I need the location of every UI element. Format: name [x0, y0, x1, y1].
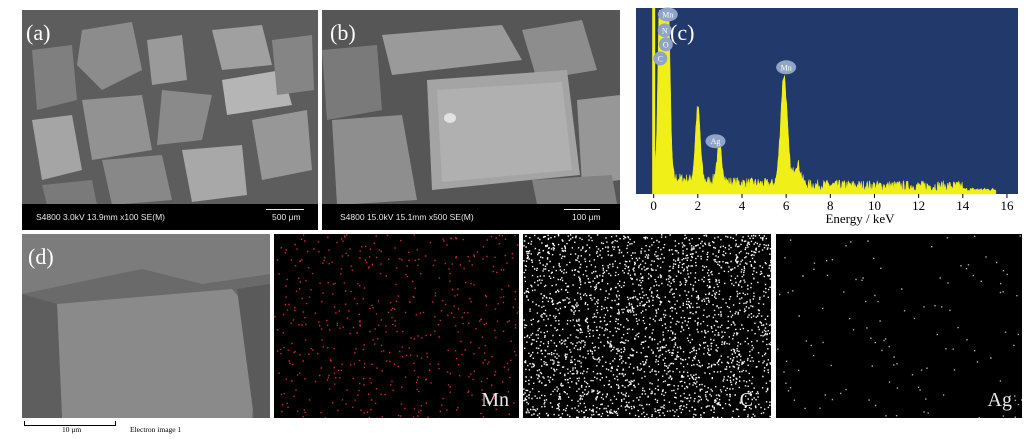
sem-image-a-particles: [22, 10, 318, 230]
scale-bar-label-a: 500 μm: [272, 212, 301, 222]
spectrum-layer: [652, 7, 997, 195]
sem-image-a: (a) S4800 3.0kV 13.9mm x100 SE(M) 500 μm: [22, 10, 318, 230]
element-map-ag: Ag: [776, 234, 1022, 418]
element-map-dots: [523, 234, 771, 418]
sem-info-text-b: S4800 15.0kV 15.1mm x500 SE(M): [340, 212, 474, 222]
element-map-label-mn: Mn: [481, 389, 509, 411]
peak-label-badge: [657, 23, 672, 38]
panel-label-a: (a): [26, 20, 51, 45]
element-map-dots: [777, 235, 1022, 418]
x-axis-ticks: 0 2 4 6 8 10 12 14 16: [650, 194, 1014, 213]
eds-spectrum-chart: 0 2 4 6 8 10 12 14 16 Mn N O C Ag Mn Energy / keV (c): [630, 0, 1030, 232]
x-tick-label: 6: [783, 198, 790, 213]
scale-bar-label-b: 100 μm: [572, 212, 601, 222]
element-map-mn: Mn: [274, 234, 519, 418]
peak-label-text: N: [662, 26, 668, 35]
peak-label-badge: [653, 51, 668, 66]
spectrum-series: [654, 7, 997, 195]
panel-label-b: (b): [330, 20, 356, 45]
electron-image-d-surface: [22, 234, 270, 418]
x-axis-title: Energy / keV: [825, 211, 895, 226]
panel-label-c: (c): [670, 20, 695, 45]
x-tick-label: 0: [650, 198, 657, 213]
peak-label-text: C: [658, 54, 663, 63]
peak-label-text: O: [663, 40, 669, 49]
x-tick-label: 2: [695, 198, 702, 213]
peak-label-badge: [658, 37, 673, 52]
peak-label-badge: [705, 134, 726, 149]
electron-image-caption: Electron image 1: [130, 425, 182, 434]
x-tick-label: 8: [827, 198, 834, 213]
electron-image-d: (d): [22, 234, 270, 418]
peak-labels: Mn NOC Ag Mn: [653, 7, 797, 149]
element-map-ag-dots: [777, 235, 1022, 418]
peak-label-text: Mn: [662, 10, 673, 19]
element-map-c: C: [523, 234, 771, 418]
sem-info-bar-b: S4800 15.0kV 15.1mm x500 SE(M) 100 μm: [322, 204, 620, 230]
peak-label-badge: [776, 60, 797, 75]
x-tick-label: 4: [739, 198, 746, 213]
peak-label-text: Mn: [781, 63, 792, 72]
sem-image-b: (b) S4800 15.0kV 15.1mm x500 SE(M) 100 μ…: [322, 10, 620, 230]
element-map-label-ag: Ag: [987, 389, 1012, 411]
element-map-c-dots: [523, 234, 771, 418]
scale-bar-label-d: 10 μm: [62, 425, 82, 434]
eds-spectrum-svg: 0 2 4 6 8 10 12 14 16 Mn NOC Ag Mn Energy / keV: [636, 7, 1018, 226]
zero-energy-line: [652, 8, 656, 194]
scale-bar-d: [24, 421, 116, 426]
element-map-label-c: C: [739, 389, 753, 411]
x-tick-label: 12: [912, 198, 925, 213]
sem-info-text-a: S4800 3.0kV 13.9mm x100 SE(M): [36, 212, 165, 222]
peak-label-badge: [657, 7, 678, 22]
x-tick-label: 16: [1000, 198, 1014, 213]
panel-label-d: (d): [28, 244, 54, 269]
sem-image-b-particles: [322, 10, 620, 230]
sem-info-bar-a: S4800 3.0kV 13.9mm x100 SE(M) 500 μm: [22, 204, 318, 230]
x-tick-label: 14: [956, 198, 970, 213]
scale-bar-line-b: [564, 209, 600, 210]
x-tick-label: 10: [868, 198, 881, 213]
peak-label-text: Ag: [711, 137, 721, 146]
scale-bar-line-a: [266, 209, 304, 210]
